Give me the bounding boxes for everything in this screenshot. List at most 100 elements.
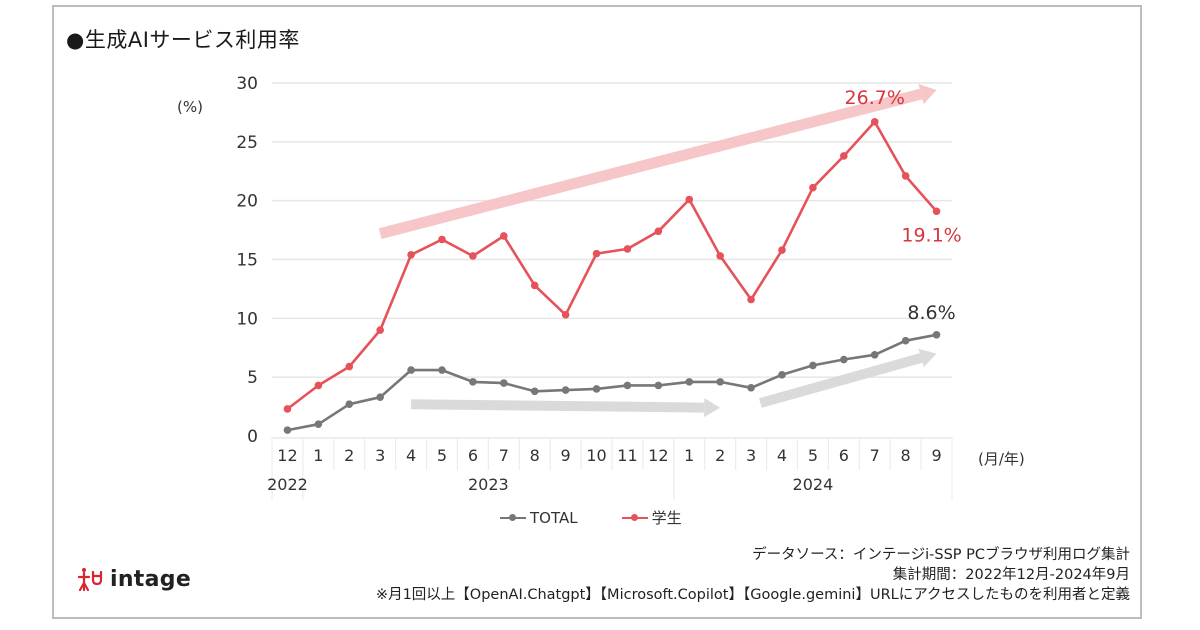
data-point-student: [809, 183, 817, 192]
legend-marker-total: [500, 513, 526, 521]
legend-item-student[interactable]: 学生: [621, 507, 682, 528]
x-tick-label: 9: [931, 446, 941, 465]
chart-title: ●生成AIサービス利用率: [66, 28, 300, 52]
data-point-total: [407, 366, 415, 374]
series-lines: [283, 118, 941, 434]
data-point-total: [623, 381, 632, 390]
trend-arrows: [378, 83, 937, 418]
data-point-student: [901, 172, 910, 180]
data-point-student: [376, 326, 384, 334]
data-point-total: [592, 385, 601, 393]
trend-arrow-head: [918, 348, 937, 368]
data-point-student: [283, 405, 292, 413]
data-point-student: [747, 295, 755, 304]
data-point-student: [623, 245, 632, 253]
y-tick-label: 5: [247, 368, 258, 388]
trend-arrow-shaft: [378, 88, 923, 239]
data-annotations: 26.7% 19.1% 8.6%: [845, 87, 962, 324]
x-tick-label: 11: [617, 446, 637, 465]
trend-arrow-head: [918, 83, 937, 105]
data-point-total: [438, 366, 446, 374]
data-source-note: データソース：インテージi-SSP PCブラウザ利用ログ集計: [752, 547, 1130, 563]
x-tick-label: 3: [375, 446, 385, 465]
data-label: 19.1%: [901, 224, 961, 246]
x-axis-unit: (月/年): [978, 450, 1025, 468]
gridlines: [272, 82, 952, 378]
data-point-student: [654, 227, 663, 236]
x-tick-label: 9: [561, 446, 571, 465]
y-axis-unit: (%): [177, 98, 203, 116]
trend-arrow-shaft: [411, 399, 705, 413]
data-point-total: [530, 387, 539, 396]
x-year-label: 2022: [267, 475, 308, 494]
legend-marker-student: [621, 513, 648, 521]
data-point-total: [809, 361, 817, 370]
series-line-total: [287, 333, 937, 432]
x-tick-label: 3: [746, 446, 756, 465]
x-tick-label: 5: [437, 446, 447, 465]
data-point-total: [840, 355, 848, 364]
x-tick-label: 8: [530, 446, 540, 465]
y-tick-label: 0: [247, 427, 258, 447]
period-note: 集計期間：2022年12月-2024年9月: [892, 567, 1130, 583]
data-point-student: [685, 195, 694, 204]
source-notes: データソース：インテージi-SSP PCブラウザ利用ログ集計 集計期間：2022…: [376, 545, 1130, 605]
x-tick-label: 1: [313, 446, 323, 465]
x-tick-label: 4: [777, 446, 787, 465]
legend: TOTAL 学生: [500, 507, 682, 528]
x-tick-label: 6: [468, 446, 478, 465]
x-tick-label: 2: [344, 446, 354, 465]
x-tick-label: 12: [277, 446, 297, 465]
legend-item-total[interactable]: TOTAL: [500, 507, 578, 528]
data-point-total: [685, 378, 694, 386]
data-label: 26.7%: [845, 87, 905, 109]
data-point-student: [314, 381, 323, 390]
y-tick-label: 10: [236, 309, 258, 329]
legend-label-student: 学生: [651, 509, 682, 527]
data-point-student: [345, 362, 354, 371]
x-year-label: 2023: [468, 475, 509, 494]
x-year-label: 2024: [793, 475, 834, 494]
data-point-student: [407, 250, 415, 259]
data-point-total: [345, 400, 354, 409]
trend-arrow-head: [704, 398, 721, 418]
x-tick-label: 10: [586, 446, 606, 465]
data-point-total: [716, 378, 724, 386]
data-point-total: [500, 379, 508, 387]
data-point-student: [530, 281, 539, 290]
x-tick-label: 8: [901, 446, 911, 465]
data-point-student: [500, 232, 508, 240]
x-tick-label: 1: [684, 446, 694, 465]
x-tick-label: 4: [406, 446, 416, 465]
definition-note: ※月1回以上【OpenAI.Chatgpt】【Microsoft.Copilot…: [375, 587, 1130, 603]
data-point-student: [561, 311, 570, 319]
y-tick-label: 15: [236, 251, 258, 271]
data-point-total: [870, 351, 879, 359]
data-point-total: [283, 426, 292, 434]
series-line-student: [286, 120, 938, 410]
intage-logo: intage: [78, 566, 191, 592]
x-tick-label: 6: [839, 446, 849, 465]
data-point-student: [840, 152, 848, 160]
data-point-total: [376, 393, 384, 401]
data-point-total: [778, 371, 786, 379]
data-point-student: [716, 252, 724, 260]
data-point-student: [438, 235, 446, 244]
data-point-total: [469, 378, 477, 386]
data-point-student: [592, 249, 601, 258]
data-point-total: [747, 383, 755, 392]
data-point-total: [901, 336, 910, 345]
trend-arrow-shaft: [759, 353, 923, 408]
data-point-total: [932, 331, 941, 339]
x-tick-label: 7: [499, 446, 509, 465]
intage-logo-icon: [78, 568, 103, 592]
data-point-total: [561, 386, 570, 394]
y-tick-label: 20: [236, 192, 258, 212]
data-point-total: [314, 420, 323, 429]
data-label: 8.6%: [907, 302, 955, 324]
x-tick-label: 7: [870, 446, 880, 465]
x-tick-label: 5: [808, 446, 818, 465]
data-point-student: [870, 118, 879, 126]
